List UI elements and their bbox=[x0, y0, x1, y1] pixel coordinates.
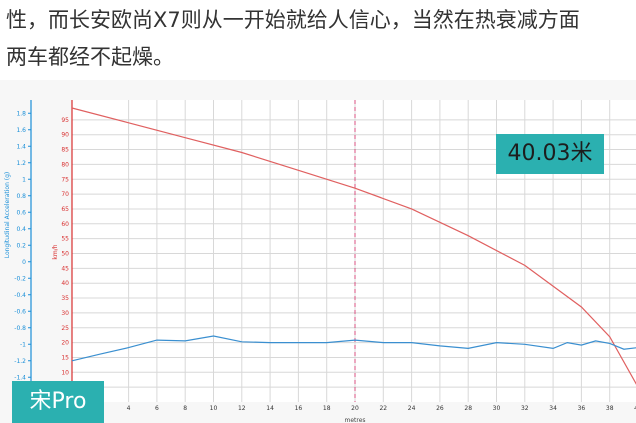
acceleration-series-line bbox=[71, 335, 636, 362]
speed-series-line bbox=[71, 107, 636, 385]
x-tick-label: 8 bbox=[183, 405, 187, 412]
x-axis-label: metres bbox=[344, 417, 365, 423]
right-axis-tick-label: 75 bbox=[61, 176, 69, 183]
right-axis-tick-label: 25 bbox=[61, 325, 69, 332]
article-line-2: 两车都经不起燥。 bbox=[6, 45, 174, 69]
distance-badge: 40.03米 bbox=[496, 134, 604, 174]
x-tick-label: 38 bbox=[606, 405, 614, 412]
right-axis-tick-label: 85 bbox=[61, 147, 69, 154]
article-text: 性，而长安欧尚X7则从一开始就给人信心，当然在热衰减方面 两车都经不起燥。 bbox=[6, 2, 636, 76]
braking-distance-chart: 9590858075706560555045403530252015105468… bbox=[4, 100, 636, 423]
left-axis-tick-label: -0.2 bbox=[14, 275, 26, 282]
axes-layer: 9590858075706560555045403530252015105468… bbox=[14, 100, 636, 412]
right-axis-tick-label: 20 bbox=[61, 340, 69, 347]
x-tick-label: 10 bbox=[210, 405, 218, 412]
right-axis-tick-label: 65 bbox=[61, 206, 69, 213]
right-axis-tick-label: 30 bbox=[61, 310, 69, 317]
left-axis-tick-label: 0.8 bbox=[16, 193, 26, 200]
right-axis-tick-label: 55 bbox=[61, 236, 69, 243]
left-axis-tick-label: 0.6 bbox=[16, 209, 26, 216]
right-axis-tick-label: 50 bbox=[61, 251, 69, 258]
right-axis-tick-label: 40 bbox=[61, 280, 69, 287]
left-axis-tick-label: 0 bbox=[22, 259, 26, 266]
x-tick-label: 22 bbox=[379, 405, 387, 412]
right-axis-tick-label: 95 bbox=[61, 117, 69, 124]
right-axis-tick-label: 80 bbox=[61, 161, 69, 168]
x-tick-label: 24 bbox=[408, 405, 416, 412]
right-axis-tick-label: 15 bbox=[61, 354, 69, 361]
left-axis-tick-label: 1.2 bbox=[16, 160, 26, 167]
right-axis-label: km/h bbox=[52, 244, 59, 259]
left-axis-tick-label: -0.6 bbox=[14, 308, 26, 315]
right-axis-tick-label: 45 bbox=[61, 265, 69, 272]
x-tick-label: 6 bbox=[155, 405, 159, 412]
x-tick-label: 16 bbox=[295, 405, 303, 412]
left-axis-tick-label: -0.8 bbox=[14, 325, 26, 332]
left-axis-tick-label: 1 bbox=[22, 176, 26, 183]
series-layer bbox=[71, 107, 636, 385]
right-axis-tick-label: 70 bbox=[61, 191, 69, 198]
left-axis-label: Longitudinal Acceleration (g) bbox=[4, 172, 11, 259]
x-tick-label: 36 bbox=[578, 405, 586, 412]
model-badge: 宋Pro bbox=[12, 381, 104, 423]
x-tick-label: 26 bbox=[436, 405, 444, 412]
right-axis-tick-label: 10 bbox=[61, 369, 69, 376]
x-tick-label: 12 bbox=[238, 405, 246, 412]
left-axis-tick-label: -0.4 bbox=[14, 292, 26, 299]
left-axis-tick-label: 1.8 bbox=[16, 110, 26, 117]
x-tick-label: 20 bbox=[351, 405, 359, 412]
left-axis-tick-label: -1 bbox=[20, 341, 26, 348]
x-tick-label: 40 bbox=[634, 405, 636, 412]
left-axis-tick-label: -1.4 bbox=[14, 374, 26, 381]
left-axis-tick-label: 0.4 bbox=[16, 226, 26, 233]
x-tick-label: 18 bbox=[323, 405, 331, 412]
x-tick-label: 14 bbox=[266, 405, 274, 412]
x-tick-label: 32 bbox=[521, 405, 529, 412]
x-tick-label: 28 bbox=[464, 405, 472, 412]
left-axis-tick-label: 0.2 bbox=[16, 242, 26, 249]
left-axis-tick-label: -1.2 bbox=[14, 358, 26, 365]
right-axis-tick-label: 35 bbox=[61, 295, 69, 302]
x-tick-label: 30 bbox=[493, 405, 501, 412]
left-axis-tick-label: 1.4 bbox=[16, 143, 26, 150]
article-line-1: 性，而长安欧尚X7则从一开始就给人信心，当然在热衰减方面 bbox=[6, 8, 580, 32]
x-tick-label: 4 bbox=[127, 405, 131, 412]
x-tick-label: 34 bbox=[549, 405, 557, 412]
left-axis-tick-label: 1.6 bbox=[16, 127, 26, 134]
right-axis-tick-label: 60 bbox=[61, 221, 69, 228]
right-axis-tick-label: 90 bbox=[61, 132, 69, 139]
